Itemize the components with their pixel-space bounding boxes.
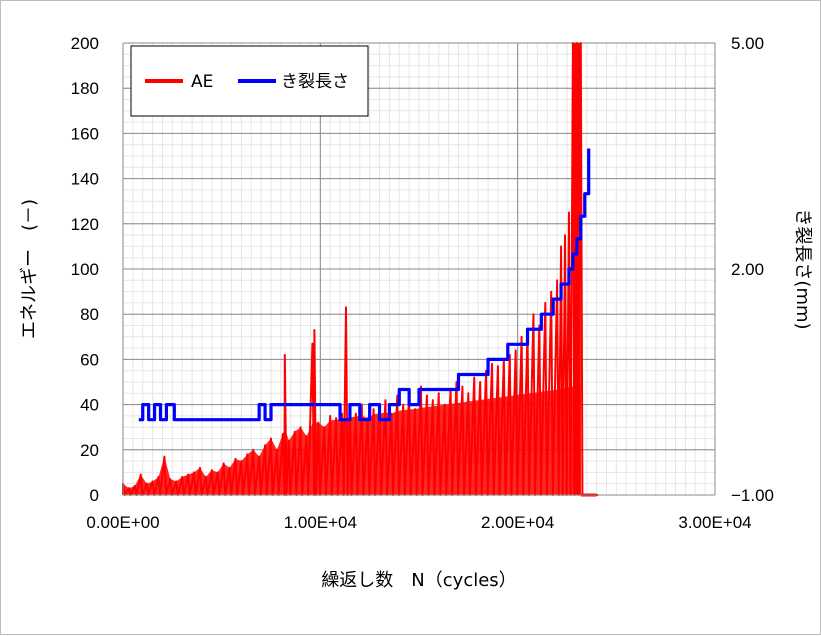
y-left-tick-label: 60 — [80, 350, 99, 369]
x-tick-label: 3.00E+04 — [678, 513, 751, 532]
y-left-tick-label: 0 — [90, 486, 99, 505]
y-axis-label-left: エネルギー (－) — [19, 199, 40, 339]
legend-ae-label: AE — [191, 72, 213, 92]
ae-base-band — [123, 384, 581, 495]
ae-final-burst — [572, 43, 581, 495]
y-left-tick-label: 20 — [80, 441, 99, 460]
crack-line — [138, 148, 591, 422]
y-left-tick-label: 160 — [71, 124, 99, 143]
y-left-tick-label: 40 — [80, 396, 99, 415]
x-tick-label: 2.00E+04 — [481, 513, 554, 532]
y-left-tick-label: 180 — [71, 79, 99, 98]
tick-labels: 0.00E+00 1.00E+04 2.00E+04 3.00E+04 0 20 40 60 8… — [71, 34, 774, 532]
y-left-tick-label: 120 — [71, 215, 99, 234]
axes — [122, 43, 716, 496]
y-right-tick-label: −1.00 — [731, 486, 774, 505]
y-axis-label-right: き裂長さ(mm) — [792, 208, 813, 329]
legend: AE き裂長さ — [130, 45, 369, 117]
legend-crack-label: き裂長さ — [281, 72, 349, 92]
y-left-tick-label: 140 — [71, 170, 99, 189]
x-tick-label: 0.00E+00 — [86, 513, 159, 532]
x-axis-label: 繰返し数 N（cycles） — [321, 570, 516, 591]
y-right-tick-label: 2.00 — [731, 260, 764, 279]
crack-length-series — [138, 148, 591, 422]
y-left-tick-label: 100 — [71, 260, 99, 279]
y-left-tick-label: 80 — [80, 305, 99, 324]
y-right-tick-label: 5.00 — [731, 34, 764, 53]
y-left-tick-label: 200 — [71, 34, 99, 53]
x-tick-label: 1.00E+04 — [284, 513, 357, 532]
